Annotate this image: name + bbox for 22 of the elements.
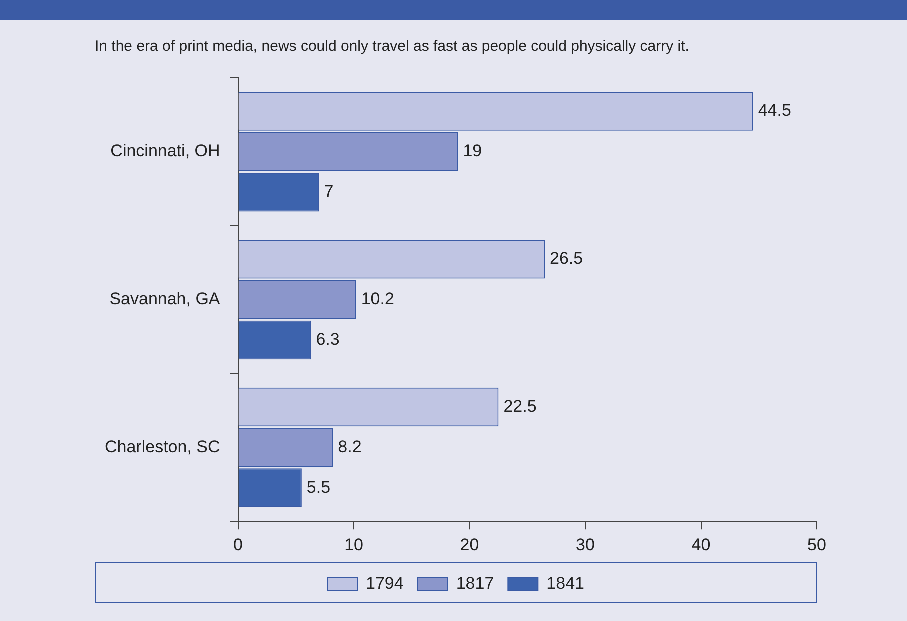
- x-tick-label: 10: [344, 535, 364, 554]
- data-label: 22.5: [504, 396, 537, 416]
- data-label: 6.3: [316, 330, 340, 349]
- x-tick-label: 30: [576, 535, 595, 554]
- data-label: 19: [463, 142, 482, 161]
- x-tick-label: 0: [234, 535, 244, 554]
- data-label: 8.2: [338, 437, 362, 456]
- y-tick-label: Savannah, GA: [110, 289, 221, 308]
- chart-title: In the era of print media, news could only travel as fast as people could physically carry it.: [95, 38, 690, 56]
- data-label: 10.2: [361, 289, 394, 308]
- x-tick-label: 40: [692, 535, 711, 554]
- legend-label: 1794: [366, 574, 404, 594]
- y-tick-label: Cincinnati, OH: [110, 142, 220, 161]
- data-label: 7: [324, 182, 334, 202]
- x-tick-label: 20: [460, 535, 480, 554]
- legend-label: 1841: [546, 574, 584, 594]
- data-label: 5.5: [306, 478, 331, 497]
- data-label: 26.5: [550, 249, 584, 268]
- y-tick-label: Charleston, SC: [104, 437, 220, 456]
- x-tick-label: 50: [808, 535, 826, 554]
- data-label: 44.5: [758, 101, 792, 120]
- legend-label: 1817: [456, 574, 494, 594]
